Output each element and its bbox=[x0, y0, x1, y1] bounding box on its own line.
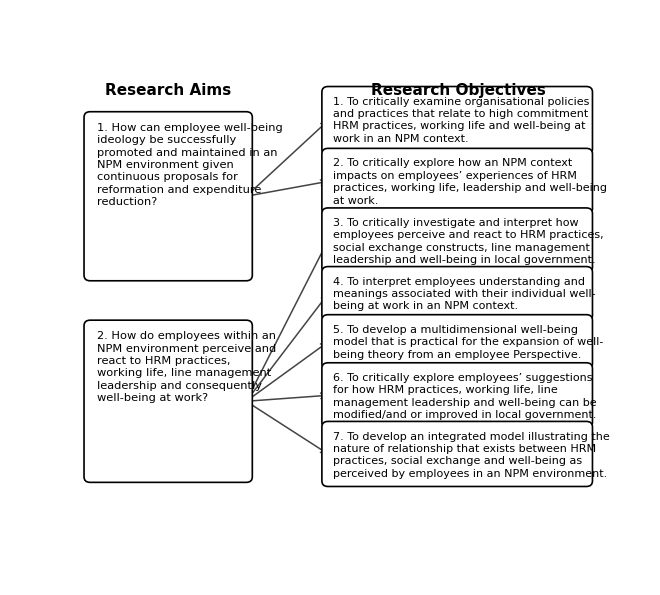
FancyBboxPatch shape bbox=[322, 315, 593, 369]
FancyBboxPatch shape bbox=[322, 208, 593, 273]
FancyBboxPatch shape bbox=[322, 363, 593, 428]
Text: 2. How do employees within an
NPM environment perceive and
react to HRM practice: 2. How do employees within an NPM enviro… bbox=[97, 331, 277, 403]
Text: 6. To critically explore employees’ suggestions
for how HRM practices, working l: 6. To critically explore employees’ sugg… bbox=[333, 373, 597, 420]
FancyBboxPatch shape bbox=[84, 112, 252, 281]
FancyBboxPatch shape bbox=[322, 267, 593, 321]
FancyBboxPatch shape bbox=[322, 148, 593, 214]
Text: 7. To develop an integrated model illustrating the
nature of relationship that e: 7. To develop an integrated model illust… bbox=[333, 431, 610, 479]
FancyBboxPatch shape bbox=[322, 421, 593, 487]
Text: 4. To interpret employees understanding and
meanings associated with their indiv: 4. To interpret employees understanding … bbox=[333, 277, 596, 311]
Text: 1. How can employee well-being
ideology be successfully
promoted and maintained : 1. How can employee well-being ideology … bbox=[97, 123, 283, 207]
FancyBboxPatch shape bbox=[84, 320, 252, 483]
Text: Research Objectives: Research Objectives bbox=[371, 83, 546, 98]
Text: Research Aims: Research Aims bbox=[106, 83, 232, 98]
Text: 3. To critically investigate and interpret how
employees perceive and react to H: 3. To critically investigate and interpr… bbox=[333, 218, 604, 265]
FancyBboxPatch shape bbox=[322, 86, 593, 155]
Text: 2. To critically explore how an NPM context
impacts on employees’ experiences of: 2. To critically explore how an NPM cont… bbox=[333, 158, 607, 206]
Text: 5. To develop a multidimensional well-being
model that is practical for the expa: 5. To develop a multidimensional well-be… bbox=[333, 325, 603, 359]
Text: 1. To critically examine organisational policies
and practices that relate to hi: 1. To critically examine organisational … bbox=[333, 96, 589, 144]
